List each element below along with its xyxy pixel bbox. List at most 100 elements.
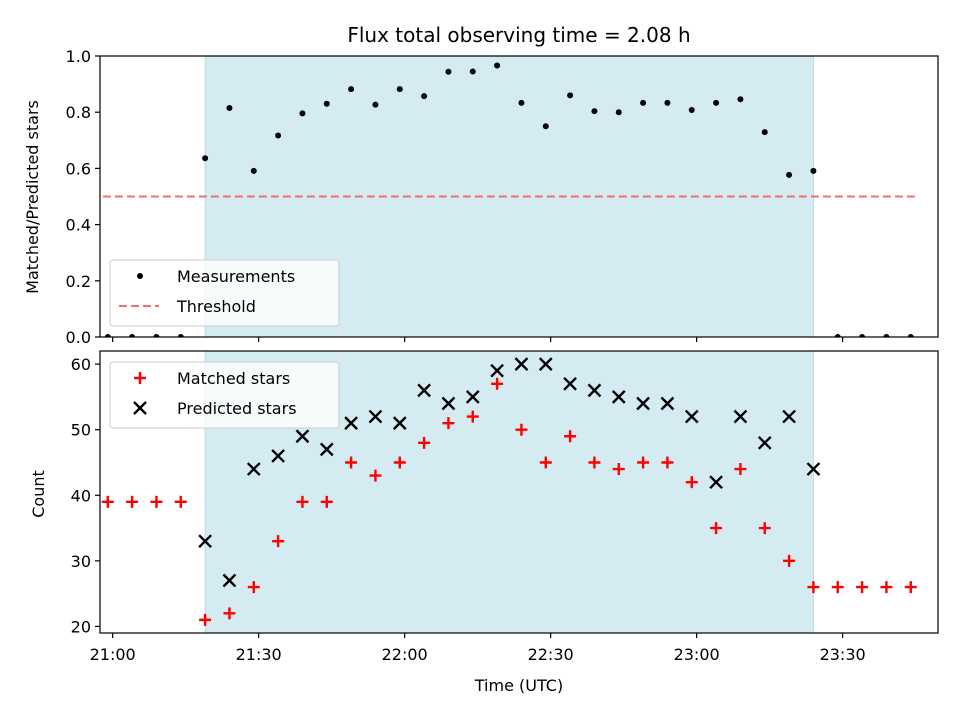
top-legend-label-1: Threshold <box>176 297 256 316</box>
top-ytick-label-4: 0.8 <box>66 103 91 122</box>
bottom-series-0-point-25 <box>710 522 723 535</box>
bottom-legend-label-0: Matched stars <box>177 369 290 388</box>
top-series-0-point-1 <box>129 334 136 337</box>
top-series-0-point-30 <box>834 334 841 337</box>
bottom-series-1-point-1 <box>222 573 237 588</box>
bottom-series-0-point-31 <box>856 581 869 594</box>
xtick-label-5: 23:30 <box>820 645 866 664</box>
top-series-0-point-22 <box>640 99 647 106</box>
bottom-series-0-point-20 <box>588 456 601 469</box>
bottom-series-1-point-0 <box>198 534 212 549</box>
bottom-series-0-point-0 <box>101 495 114 508</box>
top-series-0-point-23 <box>664 99 671 106</box>
top-ytick-label-1: 0.2 <box>66 272 91 291</box>
bottom-series-0-point-21 <box>612 463 625 476</box>
bottom-series-1-point-3 <box>271 449 285 463</box>
top-ytick-label-2: 0.4 <box>66 216 91 235</box>
bottom-series-1-point-24 <box>782 409 796 424</box>
bottom-series-1-point-20 <box>684 409 699 424</box>
bottom-series-1-point-21 <box>709 475 723 490</box>
bottom-series-0-point-9 <box>320 495 333 508</box>
bottom-series-0-point-29 <box>807 581 820 594</box>
bottom-series-1-point-19 <box>660 396 675 411</box>
top-series-0-point-9 <box>323 100 330 107</box>
top-series-0-point-16 <box>494 62 501 69</box>
xtick-label-1: 21:30 <box>236 645 282 664</box>
bottom-series-1-point-4 <box>295 429 310 444</box>
xtick-label-4: 23:00 <box>674 645 720 664</box>
top-ytick-label-0: 0.0 <box>66 328 91 347</box>
bottom-series-0-point-1 <box>126 495 139 508</box>
top-series-0-point-18 <box>542 123 549 130</box>
bottom-ytick-label-0: 20 <box>71 617 91 636</box>
bottom-series-1-point-18 <box>636 396 650 411</box>
bottom-series-1-point-17 <box>611 390 626 404</box>
xtick-label-0: 21:00 <box>90 645 136 664</box>
top-series-0-point-17 <box>518 99 525 106</box>
bottom-series-1-point-2 <box>246 462 261 476</box>
top-legend-box <box>109 259 340 327</box>
bottom-series-0-point-19 <box>564 430 577 443</box>
top-series-0-point-7 <box>275 132 282 139</box>
bottom-series-0-point-18 <box>539 456 552 469</box>
top-series-0-point-24 <box>688 106 695 113</box>
top-series-0-point-3 <box>177 334 184 337</box>
bottom-series-0-point-8 <box>296 495 309 508</box>
bottom-series-0-point-15 <box>466 410 479 423</box>
top-series-0-point-8 <box>299 110 306 117</box>
bottom-series-1-point-22 <box>733 409 748 424</box>
top-series-0-point-25 <box>713 99 720 106</box>
bottom-series-1-point-10 <box>441 396 456 411</box>
bottom-series-0-point-22 <box>637 456 650 469</box>
top-series-0-point-10 <box>348 86 355 93</box>
bottom-series-1-point-11 <box>465 390 480 404</box>
top-panel: 0.0 0.2 0.4 0.6 0.8 1.0 Measurements Threshold <box>66 47 939 347</box>
bottom-series-0-point-33 <box>904 581 917 594</box>
bottom-series-0-point-11 <box>369 469 382 482</box>
bottom-series-0-point-23 <box>661 456 674 469</box>
bottom-axes-frame <box>99 350 939 634</box>
top-ytick-label-5: 1.0 <box>66 47 91 66</box>
bottom-series-0-point-17 <box>515 423 528 436</box>
bottom-series-1-point-12 <box>490 363 504 378</box>
bottom-series-0-point-28 <box>783 554 796 567</box>
top-series-0-point-6 <box>250 167 257 174</box>
bottom-series-1-point-5 <box>319 442 334 457</box>
bottom-legend-marker-0 <box>134 372 146 384</box>
bottom-legend: Matched stars Predicted stars <box>109 361 340 429</box>
top-series-0-point-15 <box>469 68 476 75</box>
bottom-ytick-label-1: 30 <box>71 552 91 571</box>
bottom-y-axis-label: Count <box>29 470 48 518</box>
bottom-series-0-point-32 <box>880 581 893 594</box>
bottom-series-0-point-13 <box>418 436 431 449</box>
top-series-0-point-28 <box>786 171 793 178</box>
bottom-series-1-point-9 <box>417 383 431 398</box>
bottom-series-0-point-5 <box>223 607 236 620</box>
bottom-ytick-label-2: 40 <box>71 486 91 505</box>
bottom-series-1-point-7 <box>368 409 383 424</box>
top-legend-label-0: Measurements <box>177 267 295 286</box>
bottom-ytick-label-4: 60 <box>71 355 91 374</box>
bottom-series-1-point-8 <box>392 416 407 430</box>
top-axes-frame <box>99 55 939 338</box>
bottom-series-1-point-16 <box>587 383 602 398</box>
bottom-series-1-point-25 <box>806 462 821 476</box>
x-axis-label: Time (UTC) <box>474 676 563 695</box>
xtick-label-3: 22:30 <box>528 645 574 664</box>
bottom-series-0-point-12 <box>393 456 406 469</box>
top-series-0-point-21 <box>615 109 622 116</box>
bottom-series-0-point-6 <box>247 581 260 594</box>
top-y-axis-label: Matched/Predicted stars <box>23 100 42 294</box>
top-series-0-point-12 <box>396 86 403 93</box>
bottom-legend-label-1: Predicted stars <box>177 399 297 418</box>
bottom-series-1-point-23 <box>757 435 772 450</box>
bottom-legend-marker-1 <box>133 401 147 415</box>
bottom-series-1-point-15 <box>563 376 577 391</box>
top-series-0-point-32 <box>883 334 890 337</box>
top-series-0-point-4 <box>202 155 209 162</box>
top-ytick-label-3: 0.6 <box>66 159 91 178</box>
bottom-series-0-point-16 <box>491 377 504 390</box>
bottom-panel: 20 30 40 50 60 21:00 21:30 22:00 22:30 23:00 23:30… <box>71 350 939 664</box>
bottom-series-1-point-6 <box>344 416 358 430</box>
